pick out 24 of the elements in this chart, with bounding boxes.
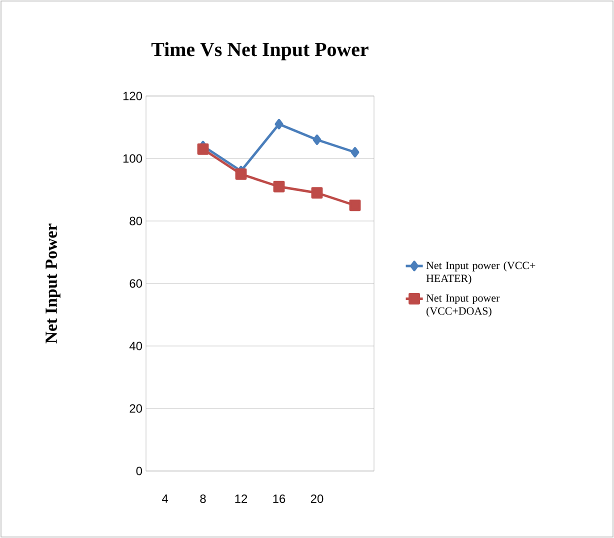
point <box>273 180 285 192</box>
point <box>349 200 361 212</box>
x-tick-label: 8 <box>200 494 206 503</box>
y-tick-label: 80 <box>130 216 142 226</box>
legend-label: Net Input power (VCC+DOAS) <box>426 294 500 317</box>
y-tick-label: 60 <box>130 279 142 288</box>
point <box>235 168 247 180</box>
y-tick-label: 20 <box>130 404 142 413</box>
chart-title: Time Vs Net Input Power <box>151 42 368 60</box>
x-tick-label: 20 <box>310 494 324 503</box>
point <box>311 187 323 199</box>
y-tick-label: 100 <box>123 154 142 163</box>
point <box>274 118 284 130</box>
x-tick-label: 12 <box>235 494 248 503</box>
x-tick-label: 16 <box>273 494 286 503</box>
legend-label: Net Input power (VCC+ HEATER) <box>426 261 536 284</box>
point <box>197 143 209 155</box>
y-tick-label: 0 <box>136 466 142 476</box>
y-tick-label: 40 <box>129 342 142 350</box>
point <box>312 134 322 145</box>
y-axis-title: Net Input Power <box>46 224 60 344</box>
point <box>350 147 360 158</box>
y-tick-label: 120 <box>123 92 142 100</box>
x-tick-label: 4 <box>162 494 168 503</box>
